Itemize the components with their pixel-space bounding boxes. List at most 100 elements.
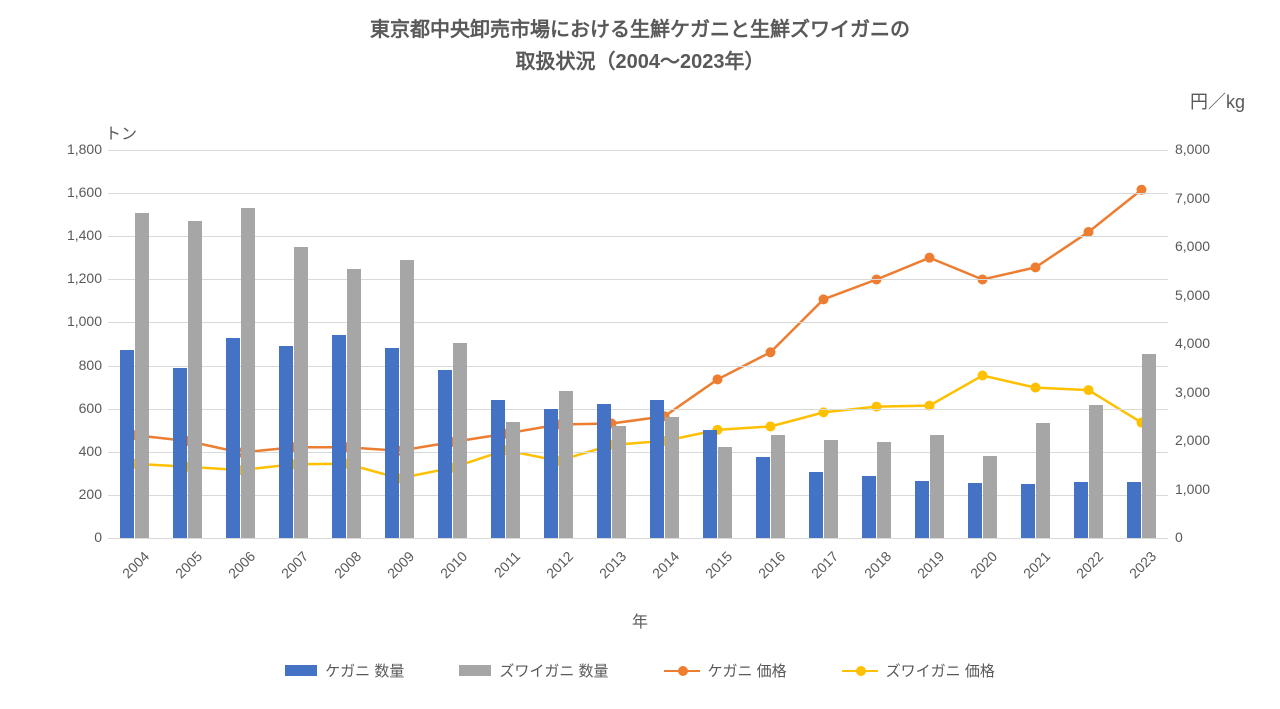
ytick-left: 600	[42, 400, 102, 416]
bar-zuwaigani-qty	[188, 221, 203, 538]
bar-zuwaigani-qty	[1142, 354, 1157, 538]
legend: ケガニ 数量 ズワイガニ 数量 ケガニ 価格 ズワイガニ 価格	[0, 660, 1280, 681]
bar-kegani-qty	[597, 404, 612, 538]
ytick-right: 8,000	[1175, 141, 1235, 157]
marker-zuwaigani-price	[766, 421, 776, 431]
ytick-left: 800	[42, 357, 102, 373]
xtick: 2005	[158, 548, 205, 595]
gridline	[108, 279, 1168, 280]
ytick-left: 1,600	[42, 184, 102, 200]
ytick-left: 1,400	[42, 227, 102, 243]
ytick-right: 7,000	[1175, 190, 1235, 206]
xtick: 2008	[317, 548, 364, 595]
marker-zuwaigani-price	[872, 402, 882, 412]
legend-swatch-zuwaigani-qty	[459, 665, 491, 676]
legend-label-kegani-price: ケガニ 価格	[708, 660, 787, 681]
xtick: 2012	[529, 548, 576, 595]
marker-kegani-price	[925, 253, 935, 263]
ytick-left: 1,000	[42, 313, 102, 329]
legend-swatch-kegani-price	[664, 670, 700, 672]
gridline	[108, 495, 1168, 496]
xtick: 2014	[635, 548, 682, 595]
ytick-left: 1,800	[42, 141, 102, 157]
legend-label-zuwaigani-price: ズワイガニ 価格	[886, 660, 995, 681]
xtick: 2011	[476, 548, 523, 595]
xtick: 2007	[264, 548, 311, 595]
xtick: 2015	[688, 548, 735, 595]
xtick: 2013	[582, 548, 629, 595]
bar-zuwaigani-qty	[506, 422, 521, 538]
chart-container: 東京都中央卸売市場における生鮮ケガニと生鮮ズワイガニの 取扱状況（2004～20…	[0, 0, 1280, 709]
bar-zuwaigani-qty	[665, 417, 680, 538]
ytick-right: 6,000	[1175, 238, 1235, 254]
gridline	[108, 322, 1168, 323]
bar-kegani-qty	[756, 457, 771, 538]
legend-label-zuwaigani-qty: ズワイガニ 数量	[499, 660, 608, 681]
xtick: 2022	[1059, 548, 1106, 595]
bar-kegani-qty	[279, 346, 294, 538]
bar-kegani-qty	[1127, 482, 1142, 538]
bar-kegani-qty	[120, 350, 135, 538]
left-axis-unit: トン	[105, 120, 137, 144]
bar-kegani-qty	[915, 481, 930, 538]
ytick-left: 400	[42, 443, 102, 459]
gridline	[108, 409, 1168, 410]
bar-zuwaigani-qty	[1089, 405, 1104, 538]
bar-kegani-qty	[385, 348, 400, 538]
bar-kegani-qty	[703, 430, 718, 538]
marker-kegani-price	[713, 374, 723, 384]
bar-zuwaigani-qty	[771, 435, 786, 538]
xtick: 2018	[847, 548, 894, 595]
legend-zuwaigani-price: ズワイガニ 価格	[842, 660, 995, 681]
xtick: 2006	[211, 548, 258, 595]
xtick: 2021	[1006, 548, 1053, 595]
legend-zuwaigani-qty: ズワイガニ 数量	[459, 660, 608, 681]
line-layer	[108, 150, 1168, 538]
marker-zuwaigani-price	[978, 371, 988, 381]
xtick: 2020	[953, 548, 1000, 595]
ytick-right: 0	[1175, 529, 1235, 545]
bar-kegani-qty	[544, 409, 559, 538]
title-line2: 取扱状況（2004～2023年）	[516, 51, 765, 73]
xtick: 2016	[741, 548, 788, 595]
legend-kegani-price: ケガニ 価格	[664, 660, 787, 681]
legend-kegani-qty: ケガニ 数量	[285, 660, 404, 681]
marker-kegani-price	[1031, 262, 1041, 272]
gridline	[108, 452, 1168, 453]
bar-kegani-qty	[968, 483, 983, 538]
bar-zuwaigani-qty	[612, 426, 627, 538]
marker-kegani-price	[819, 294, 829, 304]
bar-zuwaigani-qty	[294, 247, 309, 538]
bar-zuwaigani-qty	[877, 442, 892, 538]
xtick: 2004	[105, 548, 152, 595]
bar-zuwaigani-qty	[930, 435, 945, 538]
plot-area	[108, 150, 1168, 538]
ytick-right: 3,000	[1175, 384, 1235, 400]
bar-zuwaigani-qty	[347, 269, 362, 538]
bar-kegani-qty	[862, 476, 877, 539]
x-axis-label: 年	[0, 608, 1280, 632]
ytick-left: 0	[42, 529, 102, 545]
marker-zuwaigani-price	[1031, 383, 1041, 393]
ytick-right: 5,000	[1175, 287, 1235, 303]
title-line1: 東京都中央卸売市場における生鮮ケガニと生鮮ズワイガニの	[370, 19, 910, 41]
bar-kegani-qty	[1021, 484, 1036, 538]
bar-kegani-qty	[173, 368, 188, 538]
gridline	[108, 193, 1168, 194]
bar-kegani-qty	[438, 370, 453, 538]
bar-kegani-qty	[809, 472, 824, 538]
bar-zuwaigani-qty	[135, 213, 150, 538]
ytick-right: 4,000	[1175, 335, 1235, 351]
right-axis-unit: 円／kg	[1190, 88, 1245, 114]
bar-zuwaigani-qty	[241, 208, 256, 538]
legend-swatch-kegani-qty	[285, 665, 317, 676]
ytick-right: 1,000	[1175, 481, 1235, 497]
bar-zuwaigani-qty	[400, 260, 415, 538]
bar-kegani-qty	[226, 338, 241, 538]
ytick-left: 1,200	[42, 270, 102, 286]
bar-zuwaigani-qty	[718, 447, 733, 538]
marker-zuwaigani-price	[1084, 385, 1094, 395]
bar-zuwaigani-qty	[559, 391, 574, 538]
legend-swatch-zuwaigani-price	[842, 670, 878, 672]
bar-kegani-qty	[1074, 482, 1089, 538]
